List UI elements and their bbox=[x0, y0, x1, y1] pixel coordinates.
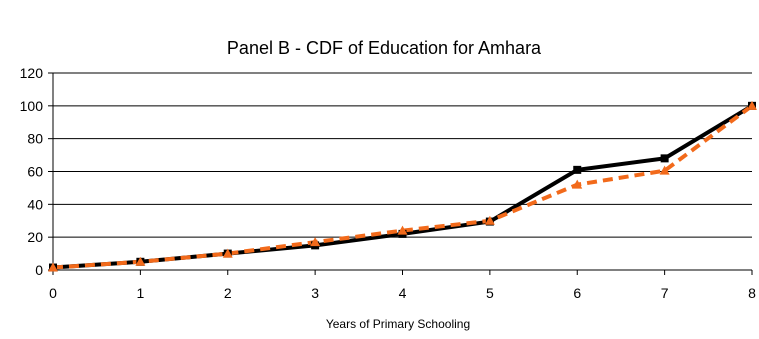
series-1-point bbox=[660, 154, 669, 163]
series-markers bbox=[48, 100, 757, 272]
series-1-point bbox=[573, 165, 582, 174]
series-2-point bbox=[397, 225, 408, 235]
y-tick-label: 40 bbox=[27, 196, 43, 212]
y-tick-label: 0 bbox=[35, 262, 43, 278]
x-axis-label: Years of Primary Schooling bbox=[326, 317, 470, 331]
x-tick-labels: 0 1 2 3 4 5 6 7 8 bbox=[49, 285, 756, 301]
series-2-point bbox=[222, 248, 233, 258]
chart-title: Panel B - CDF of Education for Amhara bbox=[227, 38, 542, 58]
x-tick-label: 6 bbox=[573, 285, 581, 301]
x-tick-label: 0 bbox=[49, 285, 57, 301]
y-tick-label: 120 bbox=[20, 65, 44, 81]
series-2-point bbox=[135, 256, 146, 266]
y-tick-label: 20 bbox=[27, 229, 43, 245]
x-tick-label: 7 bbox=[661, 285, 669, 301]
y-tick-label: 100 bbox=[20, 98, 44, 114]
series-2-point bbox=[484, 215, 495, 225]
series-2-point bbox=[659, 165, 670, 175]
series-2-point bbox=[572, 179, 583, 189]
x-tick-label: 2 bbox=[224, 285, 232, 301]
series-1-line bbox=[52, 104, 754, 270]
y-tick-label: 80 bbox=[27, 131, 43, 147]
series-lines bbox=[52, 104, 754, 270]
x-tick-label: 1 bbox=[136, 285, 144, 301]
series-2-line bbox=[52, 104, 754, 270]
series-2-point bbox=[48, 262, 58, 272]
x-tick-label: 8 bbox=[748, 285, 756, 301]
series-2-point bbox=[747, 100, 757, 110]
grid-lines bbox=[53, 72, 752, 238]
x-tick-label: 4 bbox=[399, 285, 407, 301]
y-tick-label: 60 bbox=[27, 164, 43, 180]
series-2-point bbox=[310, 237, 321, 247]
x-tick-label: 5 bbox=[486, 285, 494, 301]
axes bbox=[48, 72, 753, 275]
y-tick-labels: 0 20 40 60 80 100 120 bbox=[20, 65, 44, 278]
x-tick-label: 3 bbox=[311, 285, 319, 301]
